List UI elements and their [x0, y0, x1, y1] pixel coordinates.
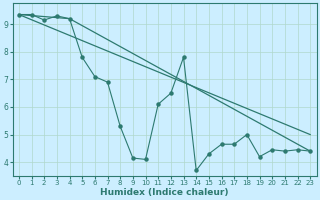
- X-axis label: Humidex (Indice chaleur): Humidex (Indice chaleur): [100, 188, 229, 197]
